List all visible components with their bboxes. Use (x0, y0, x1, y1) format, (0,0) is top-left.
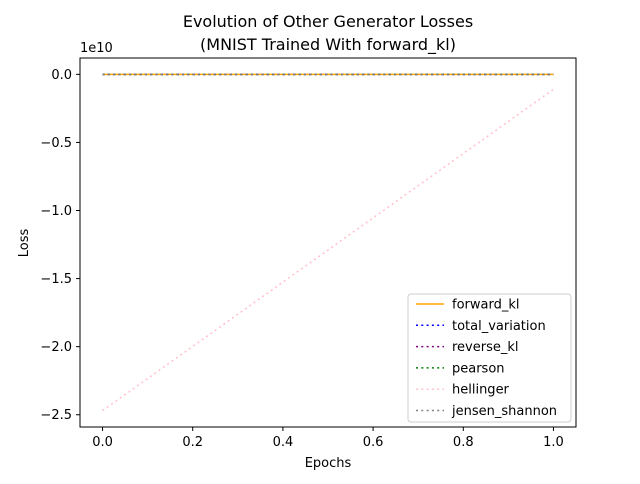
y-tick-label: 0.0 (51, 68, 72, 83)
x-tick-label: 0.0 (92, 435, 113, 450)
series-layer (102, 73, 554, 412)
legend-label-jensen-shannon: jensen_shannon (451, 404, 557, 419)
legend-label-total-variation: total_variation (452, 319, 546, 334)
x-tick-label: 0.4 (273, 435, 294, 450)
legend-label-reverse-kl: reverse_kl (452, 340, 519, 355)
legend-label-hellinger: hellinger (452, 383, 510, 398)
x-tick-label: 0.2 (182, 435, 203, 450)
plot-frame (79, 57, 577, 428)
x-tick-label: 1.0 (543, 435, 564, 450)
chart-title-line1: Evolution of Other Generator Losses (183, 12, 473, 31)
chart-title-line2: (MNIST Trained With forward_kl) (200, 35, 456, 55)
x-tick-label: 0.8 (453, 435, 474, 450)
y-tick-label: −1.0 (40, 204, 72, 219)
x-axis: 0.0 0.2 0.4 0.6 0.8 1.0 (92, 427, 564, 450)
y-tick-label: −2.5 (40, 408, 72, 423)
y-offset-label: 1e10 (80, 41, 113, 56)
legend-box (407, 293, 572, 423)
legend: forward_kl total_variation reverse_klpears… (407, 293, 572, 423)
x-axis-label: Epochs (305, 456, 352, 471)
legend-label-pearson: pearson (452, 361, 505, 376)
y-axis-label: Loss (17, 229, 32, 258)
legend-label-forward-kl: forward_kl (452, 298, 519, 313)
y-axis: 0.0 −0.5 −1.0 −1.5 −2.0 −2.5 (40, 68, 80, 423)
y-tick-label: −2.0 (40, 340, 72, 355)
y-tick-label: −0.5 (40, 136, 72, 151)
x-tick-label: 0.6 (363, 435, 384, 450)
series-line-hellinger (102, 88, 554, 412)
y-tick-label: −1.5 (40, 272, 72, 287)
